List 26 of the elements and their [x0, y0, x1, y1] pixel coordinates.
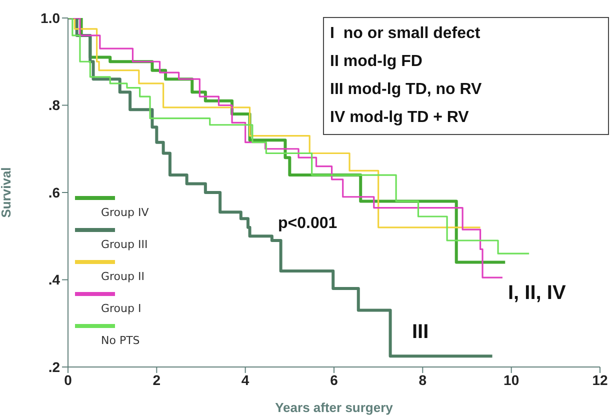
legend-label: Group III [100, 238, 149, 251]
y-tick-label: .2 [48, 358, 60, 375]
annotation: III [412, 321, 429, 344]
legend-label: Group II [100, 270, 146, 283]
legend-label: Group IV [100, 206, 150, 219]
annotation: p<0.001 [278, 215, 338, 233]
legend-label: No PTS [100, 334, 141, 347]
annotation: I no or small defect [330, 24, 482, 44]
x-tick-label: 8 [418, 372, 427, 388]
x-axis-title: Years after surgery [275, 400, 394, 415]
y-tick-label: 1.0 [40, 10, 60, 26]
x-tick-label: 4 [241, 372, 250, 388]
y-axis-title: Survival [0, 167, 14, 218]
y-tick-label: .6 [48, 184, 60, 200]
x-tick-label: 2 [152, 372, 161, 388]
y-tick-label: .8 [48, 97, 60, 114]
x-tick-label: 10 [504, 372, 520, 388]
annotation: III mod-lg TD, no RV [330, 80, 483, 100]
legend-label: Group I [100, 302, 142, 315]
annotation: II mod-lg FD [330, 52, 424, 72]
annotation: IV mod-lg TD + RV [330, 108, 470, 128]
x-tick-label: 12 [592, 372, 608, 388]
y-tick-label: .4 [48, 272, 60, 288]
x-tick-label: 6 [330, 372, 338, 388]
x-tick-label: 0 [64, 372, 72, 388]
annotation: I, II, IV [508, 282, 566, 305]
